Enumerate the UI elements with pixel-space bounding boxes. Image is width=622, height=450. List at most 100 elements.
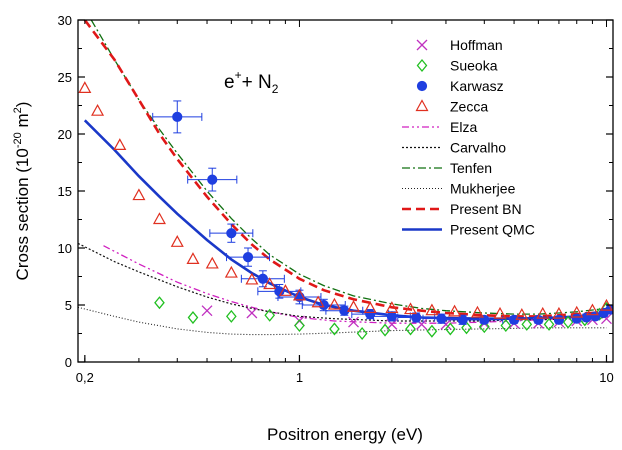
data-point: [590, 311, 601, 322]
y-tick-label: 15: [58, 184, 72, 199]
plot-lines: [78, 20, 607, 336]
data-point: [348, 316, 359, 328]
data-point: [356, 326, 368, 341]
legend-label: Carvalho: [450, 140, 506, 156]
legend-label: Karwasz: [450, 78, 504, 94]
legend-entry-karwasz: Karwasz: [416, 78, 504, 94]
legend-entry-sueoka: Sueoka: [416, 58, 498, 74]
legend-label: Mukherjee: [450, 181, 516, 197]
data-point: [493, 306, 507, 319]
data-point: [245, 272, 259, 285]
data-point: [329, 322, 340, 336]
legend-label: Present BN: [450, 201, 522, 217]
data-point: [205, 256, 219, 269]
legend-label: Elza: [450, 119, 477, 135]
legend-entry-tenfen: Tenfen: [402, 160, 492, 176]
x-tick-label: 0,2: [76, 370, 94, 385]
data-point: [570, 305, 584, 318]
series-line-tenfen: [90, 20, 607, 315]
series-karwasz: [152, 100, 613, 325]
data-point: [385, 301, 399, 314]
data-point: [571, 313, 582, 324]
y-tick-label: 30: [58, 13, 72, 28]
legend-entry-elza: Elza: [402, 119, 477, 135]
data-point: [536, 306, 550, 319]
series-line-present-bn: [83, 20, 607, 318]
data-point: [478, 320, 490, 334]
legend-entry-mukherjee: Mukherjee: [402, 181, 516, 197]
data-point: [224, 265, 238, 278]
data-point: [426, 324, 438, 338]
legend-swatch: [415, 99, 429, 112]
data-point: [91, 103, 105, 116]
legend-entry-zecca: Zecca: [415, 99, 488, 115]
x-axis-label: Positron energy (eV): [267, 425, 423, 444]
x-tick-label: 10: [599, 370, 613, 385]
legend-label: Sueoka: [450, 58, 498, 74]
data-point: [404, 302, 418, 315]
legend-label: Zecca: [450, 99, 488, 115]
data-point: [246, 307, 258, 319]
y-axis-label: Cross section (10-20 m2): [12, 102, 32, 281]
plot-markers: [78, 81, 613, 341]
data-point: [207, 174, 218, 185]
legend-swatch: [416, 80, 428, 92]
y-tick-label: 10: [58, 241, 72, 256]
legend-swatch: [416, 58, 428, 73]
y-tick-label: 20: [58, 127, 72, 142]
legend-entry-present-bn: Present BN: [402, 201, 522, 217]
data-point: [170, 235, 184, 247]
legend-entry-carvalho: Carvalho: [402, 140, 506, 156]
data-point: [78, 81, 92, 93]
legend-label: Tenfen: [450, 160, 492, 176]
data-point: [411, 312, 422, 323]
data-point: [444, 322, 456, 336]
data-point: [172, 111, 183, 123]
x-tick-label: 1: [296, 370, 303, 385]
data-point: [386, 311, 397, 322]
y-tick-label: 5: [65, 298, 72, 313]
data-point: [186, 252, 200, 264]
data-point: [201, 305, 213, 317]
data-point: [225, 309, 237, 323]
data-point: [264, 308, 276, 322]
data-point: [152, 212, 166, 225]
legend-label: Hoffman: [450, 37, 503, 53]
data-point: [154, 296, 165, 310]
legend-label: Present QMC: [450, 222, 535, 238]
axes: 0 5 10 15 20 25 30 0,2 1 10: [58, 13, 614, 385]
data-point: [585, 303, 599, 316]
data-point: [187, 311, 199, 325]
data-point: [470, 305, 484, 318]
data-point: [242, 252, 254, 263]
data-point: [379, 323, 391, 337]
legend-entry-hoffman: Hoffman: [416, 37, 503, 53]
data-point: [405, 322, 416, 336]
data-point: [347, 300, 361, 312]
data-point: [339, 305, 350, 316]
data-point: [132, 188, 146, 201]
y-tick-label: 25: [58, 70, 72, 85]
data-point: [521, 317, 533, 331]
data-point: [543, 317, 555, 331]
data-point: [113, 138, 127, 150]
data-point: [461, 321, 472, 335]
data-point: [294, 318, 305, 333]
data-point: [311, 295, 325, 308]
data-point: [226, 228, 237, 239]
data-point: [448, 304, 462, 317]
legend-swatch: [416, 39, 428, 51]
legend: Hoffman Sueoka Karwasz Zecca Elza Carvalho Ten…: [402, 37, 535, 238]
data-point: [365, 309, 376, 320]
data-point: [257, 273, 268, 284]
data-point: [552, 306, 566, 319]
data-point: [515, 308, 529, 320]
data-point: [263, 277, 277, 290]
legend-entry-present-qmc: Present QMC: [402, 222, 535, 238]
data-point: [363, 301, 377, 314]
data-point: [278, 284, 292, 296]
data-point: [292, 288, 306, 301]
y-tick-label: 0: [65, 355, 72, 370]
data-point: [425, 303, 439, 316]
